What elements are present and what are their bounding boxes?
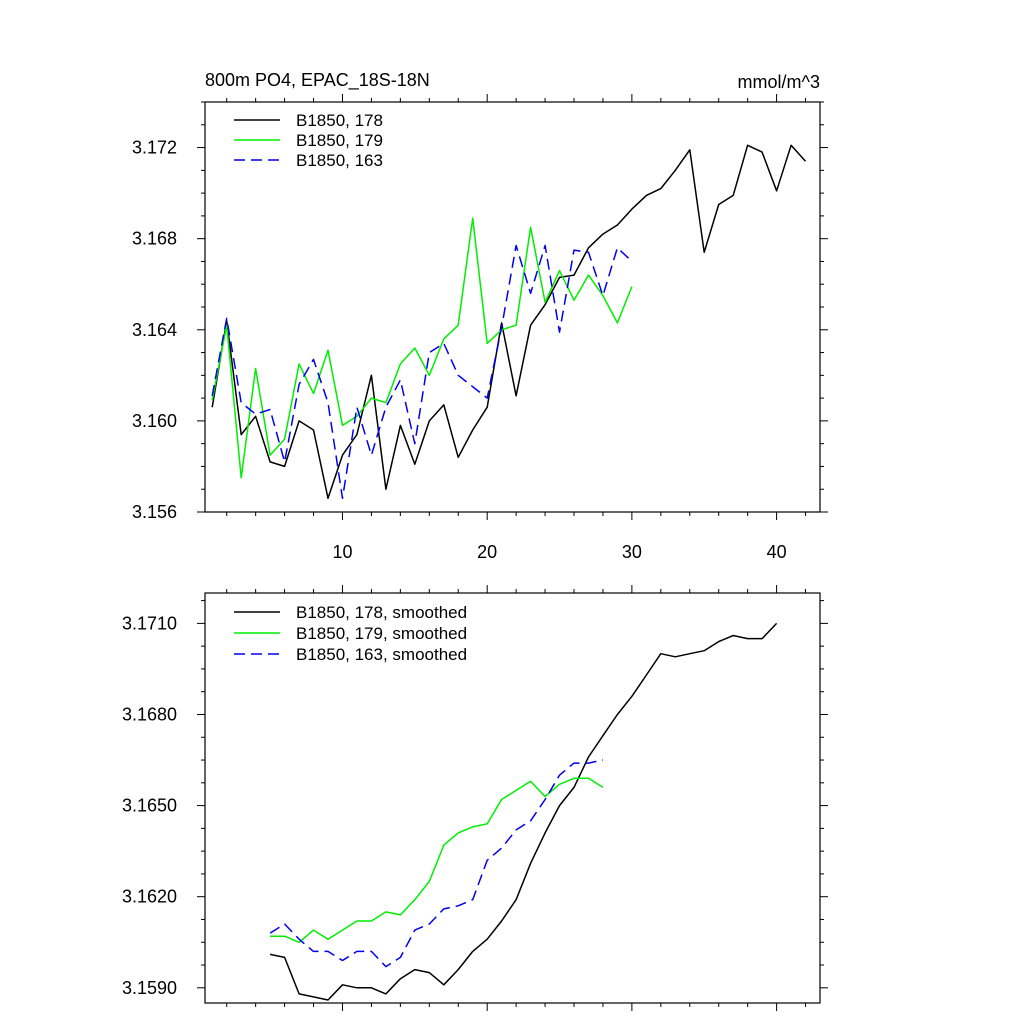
series-line-3: [211, 244, 633, 500]
bottom-panel: 3.1590 3.1620 3.1650 3.1680 3.1710 B1850, 17…: [122, 585, 828, 1011]
y-tick-label: 3.172: [132, 138, 177, 158]
y-tick-label: 3.1620: [122, 887, 177, 907]
legend-label: B1850, 179: [296, 131, 383, 150]
x-tick-label: 20: [477, 542, 497, 562]
y-tick-label: 3.156: [132, 502, 177, 522]
y-tick-label: 3.1590: [122, 978, 177, 998]
series-lines: [269, 622, 778, 1001]
series-line-3: [269, 759, 604, 968]
axis-ticks: [197, 94, 828, 520]
series-line-1: [211, 144, 807, 500]
top-panel: 800m PO4, EPAC_18S-18N mmol/m^3 3.1563.1…: [132, 70, 828, 562]
legend-label: B1850, 163, smoothed: [296, 645, 467, 664]
x-tick-labels: 10 20 30 40: [332, 542, 786, 562]
legend-label: B1850, 163: [296, 151, 383, 170]
y-tick-label: 3.160: [132, 411, 177, 431]
x-tick-label: 10: [332, 542, 352, 562]
chart-title: 800m PO4, EPAC_18S-18N: [205, 70, 430, 91]
series-line-1: [269, 622, 778, 1001]
x-tick-label: 30: [622, 542, 642, 562]
axis-ticks: [197, 585, 828, 1011]
legend-label: B1850, 179, smoothed: [296, 624, 467, 643]
y-tick-label: 3.1710: [122, 613, 177, 633]
legend-label: B1850, 178: [296, 111, 383, 130]
y-tick-label: 3.168: [132, 229, 177, 249]
y-tick-labels: 3.1590 3.1620 3.1650 3.1680 3.1710: [122, 613, 177, 997]
plot-frame: [204, 592, 821, 1004]
series-line-2: [211, 217, 633, 479]
series-line-2: [270, 777, 604, 944]
units-label: mmol/m^3: [738, 72, 820, 92]
y-tick-label: 3.1680: [122, 704, 177, 724]
legend-label: B1850, 178, smoothed: [296, 603, 467, 622]
y-tick-label: 3.164: [132, 320, 177, 340]
x-tick-label: 40: [767, 542, 787, 562]
y-tick-label: 3.1650: [122, 796, 177, 816]
y-tick-labels: 3.156 3.160 3.164 3.168 3.172: [132, 138, 177, 522]
series-lines: [211, 144, 807, 500]
legend: B1850, 178, smoothed B1850, 179, smoothed…: [234, 603, 467, 664]
